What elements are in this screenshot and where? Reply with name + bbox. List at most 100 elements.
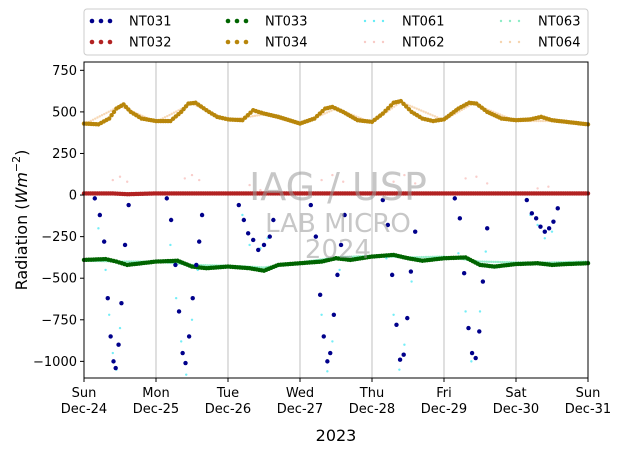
watermark: IAG / USP LAB MICRO 2024 bbox=[249, 165, 427, 265]
data-point-nt064 bbox=[429, 113, 432, 116]
data-point-nt031 bbox=[321, 334, 326, 339]
data-point-nt064 bbox=[96, 116, 99, 119]
data-point-nt034 bbox=[109, 113, 114, 118]
data-point-nt064 bbox=[541, 119, 545, 123]
legend-marker bbox=[381, 40, 385, 44]
data-point-nt031 bbox=[308, 202, 313, 208]
legend-marker bbox=[499, 19, 503, 23]
series-nt032 bbox=[81, 191, 591, 197]
x-tick-label: Sat Dec-30 bbox=[493, 386, 539, 417]
data-point-nt064 bbox=[417, 108, 421, 111]
x-tick-date: Dec-30 bbox=[493, 402, 539, 417]
data-point-nt063 bbox=[485, 260, 488, 263]
data-point-nt063 bbox=[487, 260, 491, 263]
y-axis-title-exponent: −2 bbox=[10, 156, 23, 172]
data-point-nt064 bbox=[256, 114, 259, 117]
data-point-nt034 bbox=[107, 116, 112, 121]
data-point-nt062 bbox=[248, 183, 251, 187]
data-point-nt031 bbox=[325, 359, 330, 364]
data-point-nt031 bbox=[342, 212, 347, 218]
data-point-nt061 bbox=[320, 313, 323, 316]
plot-background bbox=[84, 62, 588, 378]
legend-item-nt061: NT061 bbox=[363, 15, 444, 30]
data-point-nt062 bbox=[259, 188, 262, 192]
data-point-nt031 bbox=[176, 309, 182, 314]
data-point-nt031 bbox=[542, 229, 547, 234]
data-point-nt063 bbox=[481, 260, 484, 263]
legend-item-nt064: NT064 bbox=[499, 36, 580, 51]
data-point-nt031 bbox=[173, 262, 178, 268]
data-point-nt061 bbox=[108, 313, 111, 316]
x-tick-day: Thu bbox=[359, 386, 384, 401]
data-point-nt064 bbox=[410, 105, 414, 108]
legend-marker bbox=[363, 19, 367, 23]
data-point-nt031 bbox=[186, 334, 192, 339]
data-point-nt031 bbox=[197, 239, 202, 244]
data-point-nt062 bbox=[464, 177, 467, 180]
data-point-nt031 bbox=[461, 271, 467, 276]
data-point-nt063 bbox=[125, 260, 128, 263]
data-point-nt061 bbox=[550, 230, 554, 233]
data-point-nt063 bbox=[494, 260, 497, 264]
x-tick-label: Thu Dec-28 bbox=[349, 386, 395, 417]
data-point-nt064 bbox=[426, 112, 430, 115]
series-nt033 bbox=[81, 252, 591, 273]
data-point-nt031 bbox=[401, 352, 406, 357]
data-point-nt031 bbox=[116, 342, 121, 347]
legend-marker bbox=[499, 40, 503, 44]
data-point-nt034 bbox=[401, 101, 406, 106]
data-point-nt031 bbox=[271, 217, 276, 223]
data-point-nt064 bbox=[357, 116, 360, 119]
data-point-nt031 bbox=[335, 272, 340, 278]
legend-marker bbox=[234, 39, 240, 45]
data-point-nt031 bbox=[389, 272, 395, 278]
data-point-nt031 bbox=[108, 334, 113, 339]
data-point-nt064 bbox=[408, 104, 412, 107]
data-point-nt031 bbox=[164, 196, 169, 201]
data-point-nt063 bbox=[492, 260, 495, 264]
data-point-nt062 bbox=[331, 173, 334, 177]
x-tick-date: Dec-28 bbox=[349, 402, 395, 417]
data-point-nt064 bbox=[422, 110, 425, 113]
data-point-nt064 bbox=[109, 109, 113, 112]
data-point-nt061 bbox=[403, 343, 406, 346]
data-point-nt064 bbox=[537, 119, 540, 123]
data-point-nt061 bbox=[118, 326, 122, 330]
data-point-nt064 bbox=[103, 112, 106, 116]
data-point-nt062 bbox=[486, 182, 489, 185]
data-point-nt064 bbox=[163, 116, 167, 119]
data-point-nt031 bbox=[397, 357, 403, 362]
series-nt034 bbox=[81, 98, 591, 127]
data-point-nt063 bbox=[501, 260, 504, 264]
data-point-nt064 bbox=[94, 117, 97, 120]
x-tick-day: Sun bbox=[72, 386, 97, 401]
legend-label: NT032 bbox=[129, 36, 171, 51]
legend-marker bbox=[89, 39, 95, 45]
data-point-nt034 bbox=[380, 111, 385, 116]
legend-marker bbox=[98, 18, 104, 24]
data-point-nt064 bbox=[395, 103, 398, 107]
x-tick-day: Fri bbox=[436, 386, 452, 401]
data-point-nt062 bbox=[536, 187, 539, 190]
legend-label: NT031 bbox=[129, 15, 171, 30]
y-axis-title-prefix: Radiation ( bbox=[12, 203, 31, 290]
x-tick-date: Dec-31 bbox=[565, 402, 611, 417]
data-point-nt031 bbox=[394, 322, 399, 327]
data-point-nt064 bbox=[89, 119, 92, 123]
data-point-nt061 bbox=[410, 280, 413, 283]
data-point-nt063 bbox=[350, 255, 353, 258]
data-point-nt061 bbox=[169, 243, 172, 247]
data-point-nt063 bbox=[429, 255, 432, 259]
legend-label: NT064 bbox=[538, 36, 580, 51]
data-point-nt031 bbox=[480, 279, 486, 284]
data-point-nt061 bbox=[543, 237, 546, 240]
data-point-nt031 bbox=[331, 312, 337, 317]
data-point-nt031 bbox=[405, 315, 410, 321]
legend-marker bbox=[372, 19, 376, 23]
data-point-nt062 bbox=[414, 182, 417, 185]
data-point-nt031 bbox=[469, 350, 475, 356]
y-axis-title-suffix: ) bbox=[12, 150, 31, 156]
data-point-nt061 bbox=[385, 257, 388, 260]
x-tick-label: Sun Dec-24 bbox=[61, 386, 107, 417]
